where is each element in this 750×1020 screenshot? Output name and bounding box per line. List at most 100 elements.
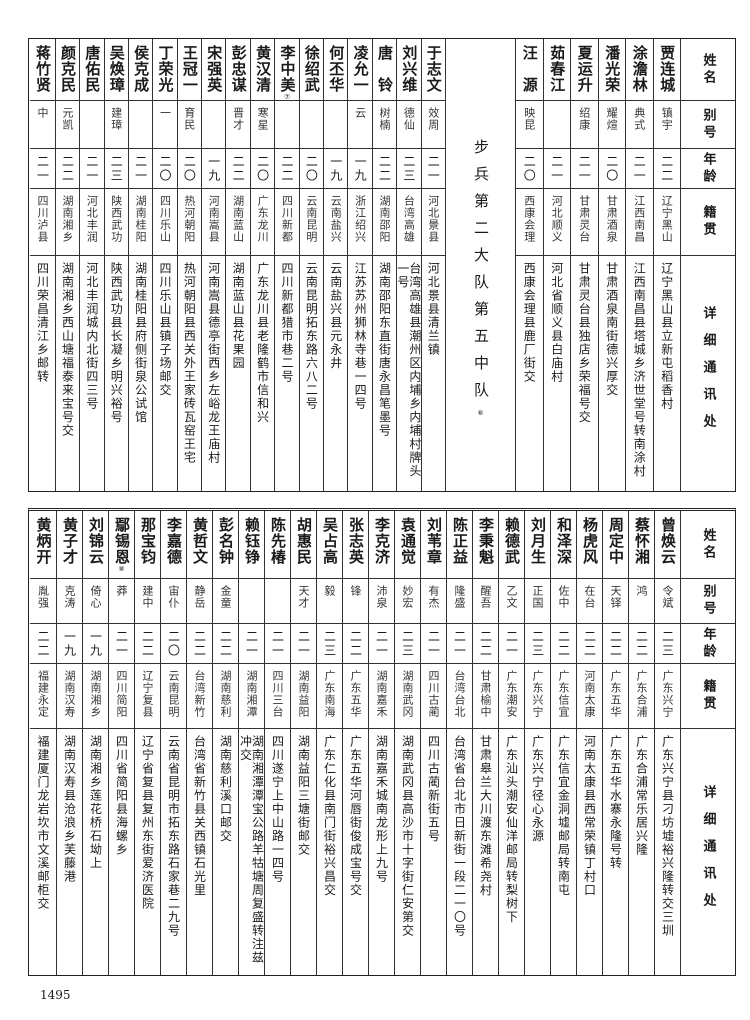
cell-address: 四川古蔺新街五号 — [421, 729, 446, 975]
name-text: 吴占高 — [321, 517, 339, 565]
name-text: 张志英 — [347, 517, 365, 565]
cell-origin: 甘肃灵台 — [571, 189, 598, 256]
origin-text: 广东信宜 — [557, 670, 570, 718]
age-text: 二二 — [556, 630, 571, 658]
cell-origin: 四川泸县 — [30, 189, 55, 256]
origin-text: 福建永定 — [36, 670, 50, 718]
cell-age: 二三 — [397, 149, 421, 189]
cell-address: 四川荣昌清江乡邮转 — [30, 256, 54, 491]
name-text: 陈先椿 — [269, 517, 287, 565]
origin-text: 云南昆明 — [167, 670, 180, 718]
cell-age: 一九 — [348, 149, 372, 189]
person-record: 唐佑民 二一 河北丰润 河北丰润城内北街四三号 — [79, 39, 104, 491]
cell-age: 一九 — [324, 149, 348, 189]
cell-address: 陕西武功县长凝乡明兴裕号 — [105, 256, 128, 491]
person-record: 那宝钧 建中 二二 辽宁复县 辽宁省复县复州东街爱济医院 — [134, 511, 160, 975]
cell-origin: 陕西武功 — [104, 189, 128, 256]
age-text: 二二 — [634, 630, 649, 658]
age-text: 二〇 — [166, 630, 181, 658]
address-text: 广东合浦常乐居兴隆 — [634, 735, 649, 857]
cell-address: 辽宁黑山县立新屯稻香村 — [654, 256, 681, 491]
cell-alias: 耀煊 — [598, 101, 625, 149]
age-text: 二二 — [218, 630, 233, 658]
cell-address: 湖南湘潭潭宝公路羊牯塘周复盛转注兹冲交 — [239, 729, 264, 975]
cell-origin: 湖南慈利 — [213, 664, 238, 729]
alias-text: 克涛 — [63, 585, 76, 609]
name-text: 黄哲文 — [191, 517, 209, 565]
cell-origin: 西康会理 — [516, 189, 543, 256]
cell-origin: 台湾台北 — [447, 664, 472, 729]
origin-text: 江西南昌 — [632, 195, 646, 243]
origin-text: 陕西武功 — [109, 195, 123, 243]
cell-address: 四川新都猎市巷二号 — [275, 256, 298, 491]
roster-table-top: 姓名 别号 年龄 籍贯 详细通讯处 贾连城 镇宇 二二 辽宁黑山 辽宁黑山县立新屯稻香村 涂澹林 典式… — [28, 38, 736, 492]
cell-alias: 有杰 — [421, 579, 446, 624]
person-record: 颜克民 元凯 二二 湖南湘乡 湖南湘乡西山塘福泰来宝号交 — [54, 39, 80, 491]
cell-name: 彭名钟 — [213, 511, 238, 579]
header-origin: 籍贯 — [681, 664, 735, 729]
cell-name: 陈先椿 — [265, 511, 290, 579]
cell-alias: 晋才 — [226, 101, 250, 149]
origin-text: 浙江绍兴 — [353, 195, 367, 243]
cell-alias: 胤强 — [30, 579, 56, 624]
name-text: 杨虎风 — [581, 517, 599, 565]
alias-text: 正国 — [531, 585, 544, 609]
cell-age: 二〇 — [153, 149, 177, 189]
person-record: 蒋竹贤中二一 四川泸县 四川荣昌清江乡邮转 — [30, 39, 55, 491]
alias-text: 金童 — [219, 585, 232, 609]
cell-origin: 湖南湘乡 — [83, 664, 108, 729]
header-alias: 别号 — [681, 101, 735, 149]
name-text: 刘月生 — [529, 517, 547, 565]
person-record: 黄汉清 寒星 二〇 广东龙川 广东龙川县老隆鹤市信和兴 — [249, 39, 275, 491]
cell-alias: 金童 — [213, 579, 238, 624]
cell-address: 云南昆明拓东路六八二号 — [300, 256, 323, 491]
cell-origin: 广东兴宁 — [655, 664, 680, 729]
cell-age: 二一 — [239, 624, 264, 664]
cell-alias: 寒星 — [250, 101, 275, 149]
cell-age: 二一 — [626, 149, 653, 189]
address-text: 河南太康县西常荣镇丁村口 — [582, 735, 597, 897]
name-text: 宋强英 — [205, 45, 224, 93]
person-record: 李克济 沛泉 二一 湖南嘉禾 湖南嘉禾城南龙形上九号 — [368, 511, 394, 975]
alias-text: 一 — [158, 107, 172, 119]
origin-text: 河北丰润 — [85, 195, 99, 243]
address-text: 甘肃皋兰大川渡东滩希尧村 — [478, 735, 493, 897]
name-text: 陈正益 — [451, 517, 469, 565]
alias-text: 醒吾 — [479, 585, 492, 609]
cell-age: 二一 — [499, 624, 524, 664]
cell-alias: 镇宇 — [653, 101, 680, 149]
origin-text: 广东五华 — [609, 670, 622, 718]
name-text: 潘光荣 — [603, 45, 622, 93]
cell-name: 丁荣光 — [153, 39, 177, 101]
name-text: 黄炳开 — [34, 517, 53, 565]
alias-text: 宙仆 — [167, 585, 180, 609]
cell-name: 于志文 — [421, 39, 445, 101]
cell-name: 和泽深 — [551, 511, 576, 579]
cell-name: 贾连城 — [653, 39, 680, 101]
cell-alias: 沛泉 — [369, 579, 394, 624]
cell-age: 二一 — [369, 624, 394, 664]
origin-text: 湖南慈利 — [219, 670, 232, 718]
age-text: 二一 — [84, 155, 99, 183]
cell-alias: 妙宏 — [395, 579, 420, 624]
age-text: 一九 — [88, 630, 103, 658]
origin-text: 湖南湘乡 — [60, 195, 74, 243]
person-record: 胡惠民 天才 二一 湖南益阳 湖南益阳三塘街邮交 — [290, 511, 316, 975]
origin-text: 四川泸县 — [36, 195, 50, 243]
name-text: 黄子才 — [61, 517, 79, 565]
cell-alias — [80, 101, 104, 149]
cell-origin: 河北景县 — [421, 189, 445, 256]
cell-alias: 典式 — [626, 101, 653, 149]
cell-address: 广东五华河唇街俊成宝号交 — [343, 729, 368, 975]
cell-age: 二一 — [571, 149, 598, 189]
person-record: 刘苇章 有杰 二一 四川古蔺 四川古蔺新街五号 — [420, 511, 446, 975]
address-text: 四川新都猎市巷二号 — [279, 262, 294, 384]
address-text: 云南省昆明市拓东路石家巷二九号 — [166, 735, 181, 938]
header-column: 姓名 别号 年龄 籍贯 详细通讯处 — [680, 511, 735, 975]
address-text: 台湾高雄县潮州区内埔乡内埔村牌头一号 — [397, 262, 421, 478]
name-text: 袁通觉 — [399, 517, 417, 565]
header-label: 详细通讯处 — [700, 306, 716, 441]
cell-alias — [324, 101, 348, 149]
person-record: 黄哲文 静岳 二二 台湾新竹 台湾省新竹县关西镇石光里 — [186, 511, 212, 975]
cell-name: 黄汉清 — [250, 39, 275, 101]
